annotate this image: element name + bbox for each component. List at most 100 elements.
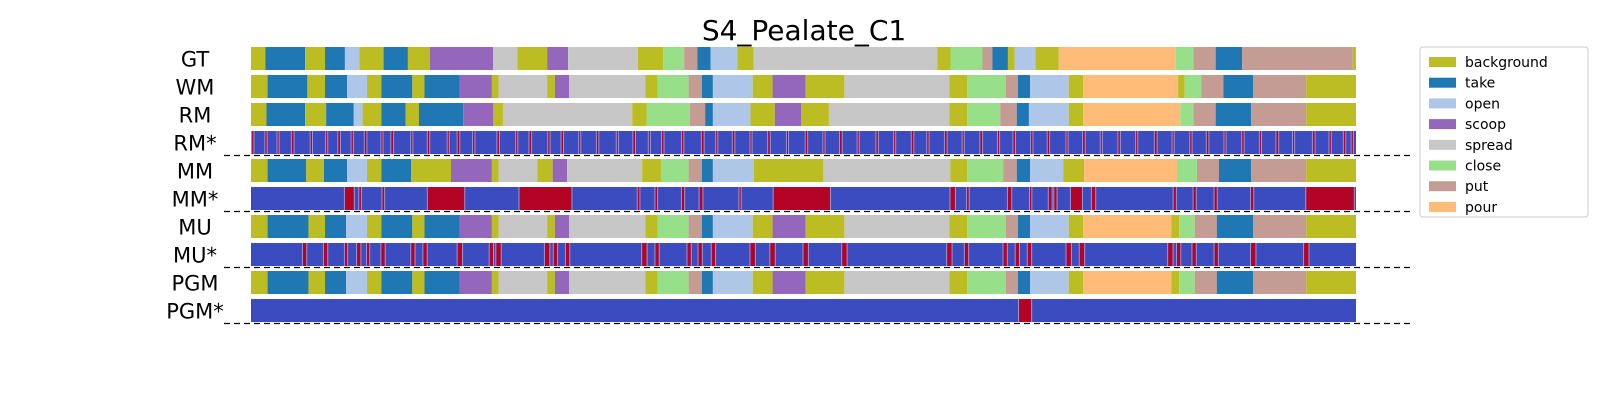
uncertainty-high <box>367 243 370 266</box>
segment-take <box>265 47 306 70</box>
uncertainty-high <box>411 243 415 266</box>
uncertainty-high <box>750 243 755 266</box>
segment-background <box>547 271 555 294</box>
segment-close <box>657 271 689 294</box>
segment-close <box>1179 215 1195 238</box>
uncertainty-high <box>950 187 955 210</box>
segment-take <box>701 271 713 294</box>
uncertainty-high <box>1224 131 1226 154</box>
uncertainty-high <box>1054 187 1057 210</box>
segment-spread <box>569 75 646 98</box>
row-rm-star: RM* <box>173 131 1412 157</box>
segment-scoop <box>552 159 568 182</box>
segment-background <box>1068 271 1084 294</box>
segment-spread <box>844 271 950 294</box>
segment-put <box>1193 103 1216 126</box>
segment-take <box>424 215 460 238</box>
row-label: MU <box>178 216 212 240</box>
segment-take <box>697 47 711 70</box>
segment-pour <box>1083 271 1172 294</box>
segment-put <box>1251 103 1307 126</box>
uncertainty-high <box>857 131 859 154</box>
legend-swatch-scoop <box>1429 119 1456 130</box>
uncertainty-high <box>1066 131 1068 154</box>
uncertainty-high <box>252 131 254 154</box>
segment-take <box>1216 215 1254 238</box>
uncertainty-high <box>302 243 307 266</box>
row-label: PGM* <box>166 300 224 324</box>
segment-background <box>308 215 326 238</box>
segment-scoop <box>459 215 492 238</box>
segment-take <box>323 159 348 182</box>
uncertainty-high <box>1173 187 1176 210</box>
row-label: WM <box>176 76 215 100</box>
uncertainty-high <box>381 243 385 266</box>
segment-take <box>381 75 413 98</box>
legend: background take open scoop spread close put pou… <box>1419 46 1589 218</box>
segment-background <box>492 103 503 126</box>
segment-close <box>967 159 1004 182</box>
segment-scoop <box>772 271 806 294</box>
segment-put <box>1005 75 1018 98</box>
segment-background <box>752 75 773 98</box>
segment-take <box>325 215 347 238</box>
segment-scoop <box>774 103 802 126</box>
segment-spread <box>569 271 646 294</box>
uncertainty-high <box>489 243 493 266</box>
segment-background <box>547 215 555 238</box>
uncertainty-high <box>1214 187 1217 210</box>
segment-take <box>1215 103 1252 126</box>
uncertainty-high <box>681 131 684 154</box>
segment-put <box>1194 215 1217 238</box>
segment-background <box>937 47 951 70</box>
segment-background <box>632 103 647 126</box>
uncertainty-base <box>251 131 1356 154</box>
segment-background <box>251 159 268 182</box>
segment-background <box>949 103 968 126</box>
segment-pour <box>1083 103 1181 126</box>
segment-close <box>1180 103 1194 126</box>
segment-close <box>657 215 689 238</box>
row-label: MM <box>177 160 213 184</box>
uncertainty-high <box>894 131 896 154</box>
uncertainty-high <box>711 243 716 266</box>
row-label: GT <box>181 48 210 72</box>
uncertainty-high <box>662 131 664 154</box>
segment-background <box>805 75 845 98</box>
row-gt: GT <box>181 47 1356 72</box>
uncertainty-high <box>967 187 969 210</box>
segment-background <box>637 47 664 70</box>
uncertainty-high <box>579 131 581 154</box>
segment-pour <box>1084 159 1177 182</box>
chart-title: S4_Pealate_C1 <box>702 14 906 47</box>
segment-open <box>346 271 368 294</box>
uncertainty-high <box>423 243 427 266</box>
segment-spread <box>568 47 638 70</box>
segment-background <box>367 75 382 98</box>
uncertainty-high <box>291 131 294 154</box>
segment-pour <box>1058 47 1176 70</box>
uncertainty-high <box>1031 131 1033 154</box>
row-label: RM* <box>173 132 216 156</box>
segment-open <box>712 103 751 126</box>
segment-open <box>353 103 363 126</box>
uncertainty-high <box>1070 187 1082 210</box>
segment-take <box>705 103 713 126</box>
uncertainty-high <box>1136 131 1138 154</box>
uncertainty-high <box>687 243 691 266</box>
segment-close <box>663 47 685 70</box>
uncertainty-high <box>1176 243 1181 266</box>
uncertainty-high <box>947 243 952 266</box>
uncertainty-high <box>823 131 825 154</box>
segment-background <box>537 159 553 182</box>
segment-put <box>1251 159 1307 182</box>
segment-background <box>1035 47 1059 70</box>
uncertainty-high <box>1003 243 1007 266</box>
row-label: MM* <box>172 188 219 212</box>
segment-background <box>801 103 829 126</box>
segment-put <box>1000 103 1017 126</box>
uncertainty-high <box>565 243 570 266</box>
legend-swatch-pour <box>1429 201 1456 212</box>
segment-close <box>1175 47 1194 70</box>
segment-take <box>1017 271 1031 294</box>
